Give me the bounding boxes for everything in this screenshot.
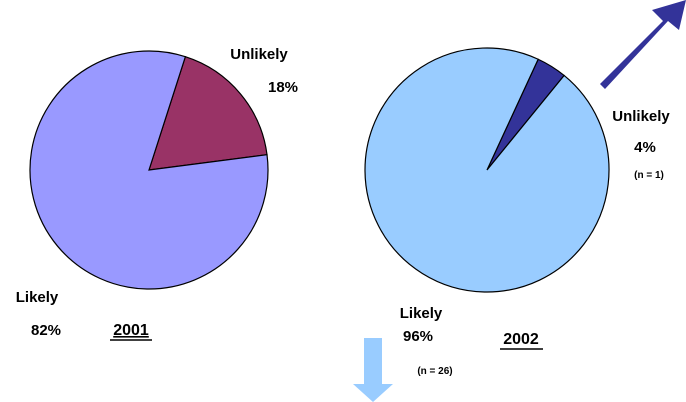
arrow-up-right-icon	[600, 0, 686, 89]
pie-2001-likely-value: 82%	[31, 322, 61, 339]
pie-2002-likely-note: (n = 26)	[417, 366, 452, 377]
pie-2002-slice-likely	[364, 47, 610, 293]
pie-2002-title: 2002	[503, 331, 539, 348]
pie-2001-unlikely-label: Unlikely	[230, 46, 288, 63]
pie-2001-slice-unlikely	[148, 55, 268, 171]
pie-2002-unlikely-label: Unlikely	[612, 108, 670, 125]
pie-2002-likely-value: 96%	[403, 328, 433, 345]
pie-2001-slice-likely	[29, 50, 269, 290]
pie-2001-unlikely-value: 18%	[268, 79, 298, 96]
pie-2002-unlikely-note: (n = 1)	[634, 170, 664, 181]
pie-2002-likely-label: Likely	[400, 305, 443, 322]
arrow-down-icon	[353, 338, 393, 402]
pie-2001	[29, 50, 269, 290]
pie-2002-unlikely-value: 4%	[634, 139, 656, 156]
pie-2002	[364, 47, 610, 293]
pie-2001-likely-label: Likely	[16, 289, 59, 306]
pie-2001-title: 2001	[113, 322, 149, 339]
